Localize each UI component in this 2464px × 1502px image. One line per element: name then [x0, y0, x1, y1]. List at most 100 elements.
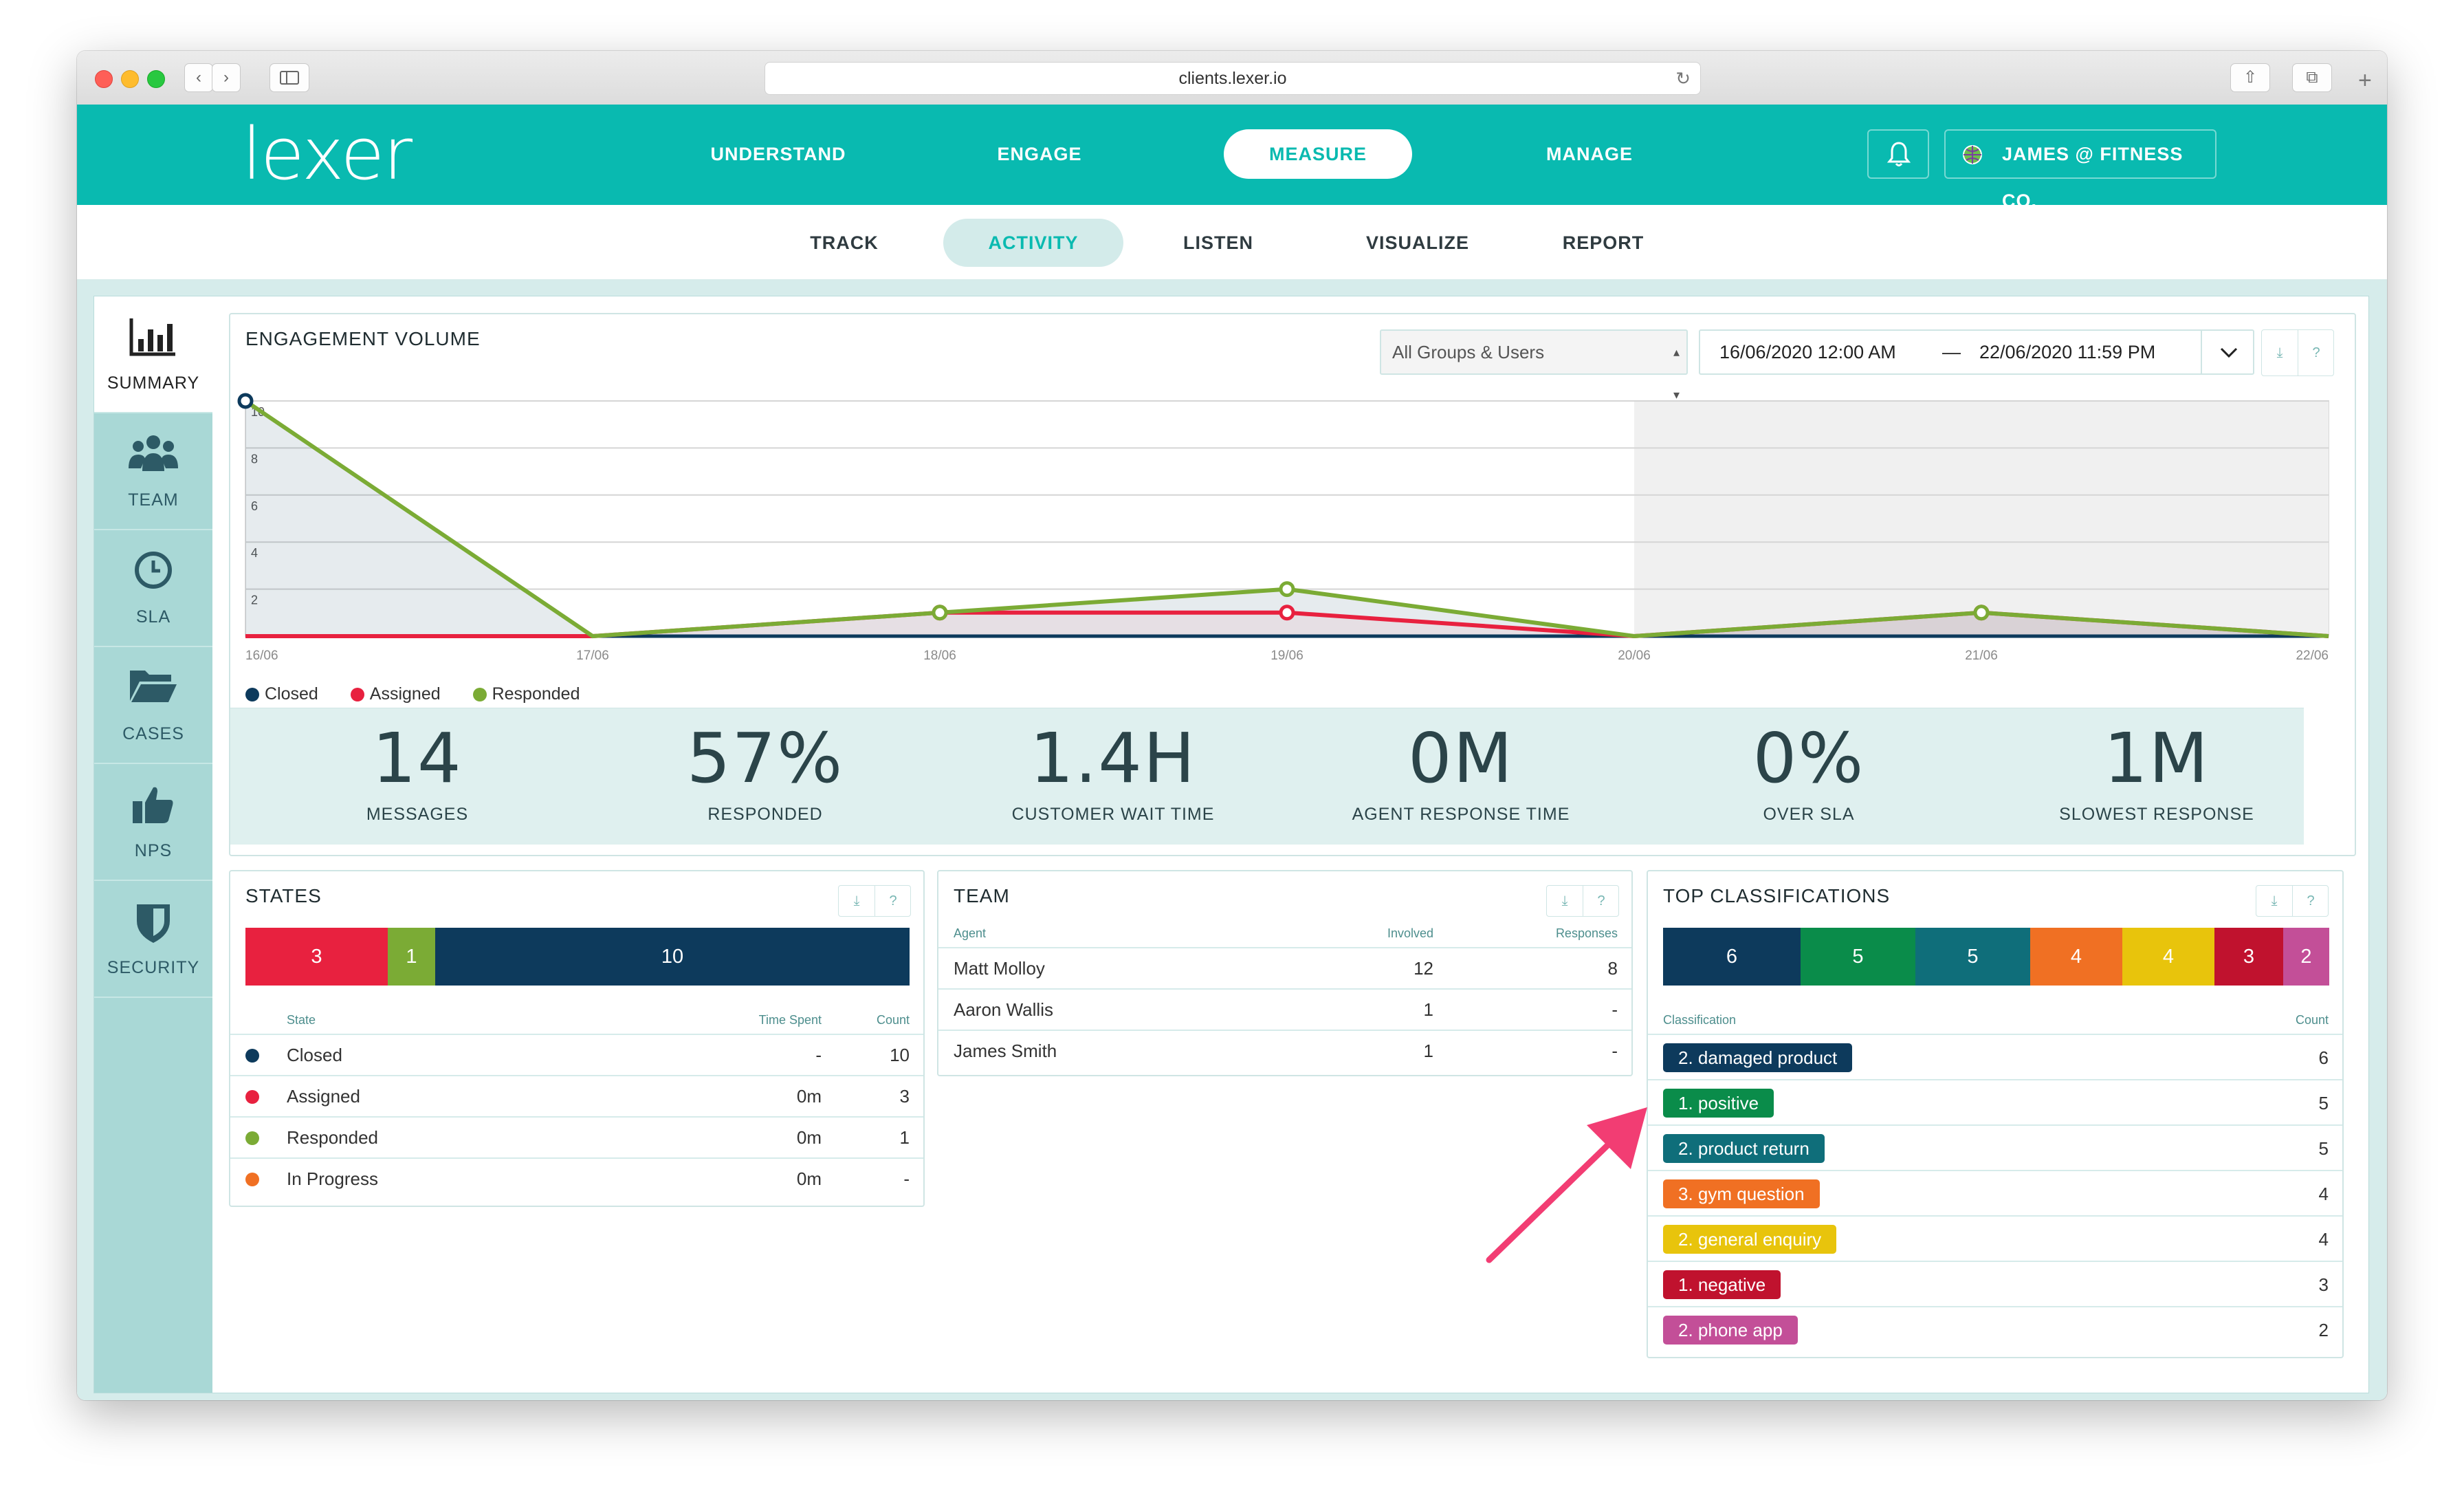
- classification-bar-segment[interactable]: 6: [1663, 928, 1801, 986]
- kpi-value: 1.4H: [1029, 718, 1197, 798]
- table-row[interactable]: 2. phone app 2: [1648, 1306, 2342, 1351]
- classification-bar-segment[interactable]: 2: [2283, 928, 2329, 986]
- table-row[interactable]: In Progress 0m -: [230, 1157, 923, 1199]
- kpi-value: 14: [372, 718, 463, 798]
- user-menu-button[interactable]: JAMES @ FITNESS CO.: [1944, 129, 2216, 211]
- state-dot: [245, 1090, 259, 1104]
- sidebar-item-cases[interactable]: CASES: [94, 647, 212, 764]
- sidebar-toggle-button[interactable]: [270, 63, 309, 92]
- sidebar-item-security[interactable]: SECURITY: [94, 881, 212, 998]
- zoom-window-button[interactable]: [147, 70, 165, 88]
- download-icon[interactable]: ⤓: [2276, 345, 2283, 360]
- states-title: STATES: [245, 885, 322, 906]
- url-text: clients.lexer.io: [1178, 69, 1287, 88]
- y-tick-label: 6: [251, 499, 258, 513]
- tab-activity[interactable]: ACTIVITY: [943, 219, 1123, 267]
- notifications-button[interactable]: [1867, 129, 1929, 179]
- nav-manage[interactable]: MANAGE: [1546, 144, 1633, 164]
- table-row[interactable]: Closed - 10: [230, 1034, 923, 1075]
- classification-tag[interactable]: 2. damaged product: [1663, 1043, 1853, 1072]
- table-row[interactable]: Responded 0m 1: [230, 1116, 923, 1157]
- classification-bar-segment[interactable]: 4: [2030, 928, 2122, 986]
- states-bar-segment[interactable]: 1: [388, 928, 435, 986]
- table-row[interactable]: 2. damaged product 6: [1648, 1034, 2342, 1079]
- minimize-window-button[interactable]: [121, 70, 139, 88]
- data-point-assigned: [1279, 605, 1295, 621]
- back-button[interactable]: ‹: [184, 63, 213, 92]
- help-icon[interactable]: ?: [1583, 886, 1619, 916]
- share-button[interactable]: ⇧: [2230, 63, 2270, 92]
- classification-count: 5: [2318, 1093, 2329, 1113]
- download-icon[interactable]: ⤓: [853, 893, 860, 908]
- state-time: 0m: [796, 1127, 822, 1148]
- sidebar-item-summary[interactable]: SUMMARY: [94, 296, 212, 413]
- state-time: -: [815, 1045, 822, 1065]
- lexer-logo[interactable]: lexer: [242, 112, 412, 196]
- state-count: 1: [899, 1127, 910, 1148]
- data-point-responded: [1279, 581, 1295, 598]
- classification-bar-segment[interactable]: 5: [1801, 928, 1915, 986]
- table-row[interactable]: 1. negative 3: [1648, 1261, 2342, 1306]
- classification-count: 4: [2318, 1229, 2329, 1250]
- date-range-picker[interactable]: 16/06/2020 12:00 AM — 22/06/2020 11:59 P…: [1699, 329, 2254, 375]
- states-bar-segment[interactable]: 10: [435, 928, 910, 986]
- help-icon[interactable]: ?: [2298, 330, 2334, 376]
- classification-tag[interactable]: 1. positive: [1663, 1089, 1774, 1118]
- sub-nav: TRACK ACTIVITY LISTEN VISUALIZE REPORT: [77, 205, 2387, 280]
- nav-understand[interactable]: UNDERSTAND: [710, 144, 846, 164]
- close-window-button[interactable]: [95, 70, 113, 88]
- classification-bar-segment[interactable]: 5: [1915, 928, 2030, 986]
- table-row[interactable]: 1. positive 5: [1648, 1079, 2342, 1124]
- sidebar-item-nps[interactable]: NPS: [94, 764, 212, 881]
- chart-legend: Closed Assigned Responded: [245, 684, 580, 704]
- classification-tag[interactable]: 1. negative: [1663, 1270, 1781, 1299]
- nav-engage[interactable]: ENGAGE: [997, 144, 1082, 164]
- state-name: Assigned: [287, 1086, 360, 1107]
- state-count: 10: [890, 1045, 910, 1065]
- address-bar[interactable]: clients.lexer.io ↻: [764, 62, 1701, 95]
- table-row[interactable]: Aaron Wallis 1 -: [938, 988, 1631, 1030]
- new-tab-icon[interactable]: +: [2358, 67, 2372, 94]
- classification-tag[interactable]: 2. product return: [1663, 1134, 1825, 1163]
- help-icon[interactable]: ?: [874, 886, 911, 916]
- date-dropdown-button[interactable]: [2201, 331, 2256, 373]
- table-row[interactable]: 2. product return 5: [1648, 1124, 2342, 1170]
- nav-measure[interactable]: MEASURE: [1224, 129, 1412, 179]
- team-header-agent: Agent: [954, 926, 987, 940]
- classification-tag[interactable]: 2. phone app: [1663, 1316, 1798, 1345]
- tab-report[interactable]: REPORT: [1562, 232, 1644, 253]
- download-icon[interactable]: ⤓: [1561, 893, 1568, 908]
- legend-item-responded[interactable]: Responded: [472, 684, 580, 704]
- legend-item-assigned[interactable]: Assigned: [350, 684, 441, 704]
- forward-button[interactable]: ›: [212, 63, 241, 92]
- download-icon[interactable]: ⤓: [2271, 893, 2278, 908]
- table-row[interactable]: 3. gym question 4: [1648, 1170, 2342, 1215]
- table-row[interactable]: James Smith 1 -: [938, 1030, 1631, 1071]
- tab-listen[interactable]: LISTEN: [1182, 232, 1253, 253]
- sidebar-toggle-icon: [280, 71, 299, 85]
- sidebar-item-sla[interactable]: SLA: [94, 530, 212, 647]
- classification-bar-segment[interactable]: 4: [2122, 928, 2214, 986]
- sidebar-item-team[interactable]: TEAM: [94, 413, 212, 530]
- tab-track[interactable]: TRACK: [810, 232, 879, 253]
- reload-icon[interactable]: ↻: [1675, 68, 1691, 89]
- states-bar: 3 1 10: [245, 928, 910, 986]
- tab-visualize[interactable]: VISUALIZE: [1365, 232, 1469, 253]
- states-bar-segment[interactable]: 3: [245, 928, 388, 986]
- table-row[interactable]: Matt Molloy 12 8: [938, 947, 1631, 988]
- groups-select[interactable]: All Groups & Users ▴ ▾: [1380, 329, 1688, 402]
- team-actions: ⤓?: [1546, 885, 1619, 917]
- forward-icon: ›: [223, 68, 229, 87]
- classification-bar-segment[interactable]: 3: [2214, 928, 2283, 986]
- table-row[interactable]: Assigned 0m 3: [230, 1075, 923, 1116]
- classification-count: 3: [2318, 1274, 2329, 1295]
- table-row[interactable]: 2. general enquiry 4: [1648, 1215, 2342, 1261]
- classification-tag[interactable]: 2. general enquiry: [1663, 1225, 1837, 1254]
- tabs-button[interactable]: ⧉: [2292, 63, 2332, 92]
- legend-item-closed[interactable]: Closed: [245, 684, 318, 704]
- classification-tag[interactable]: 3. gym question: [1663, 1179, 1820, 1208]
- help-icon[interactable]: ?: [2292, 886, 2329, 916]
- x-tick-label: 21/06: [1965, 649, 1998, 663]
- data-point-closed: [237, 393, 254, 409]
- classifications-bar: 6 5 5 4 4 3 2: [1663, 928, 2329, 986]
